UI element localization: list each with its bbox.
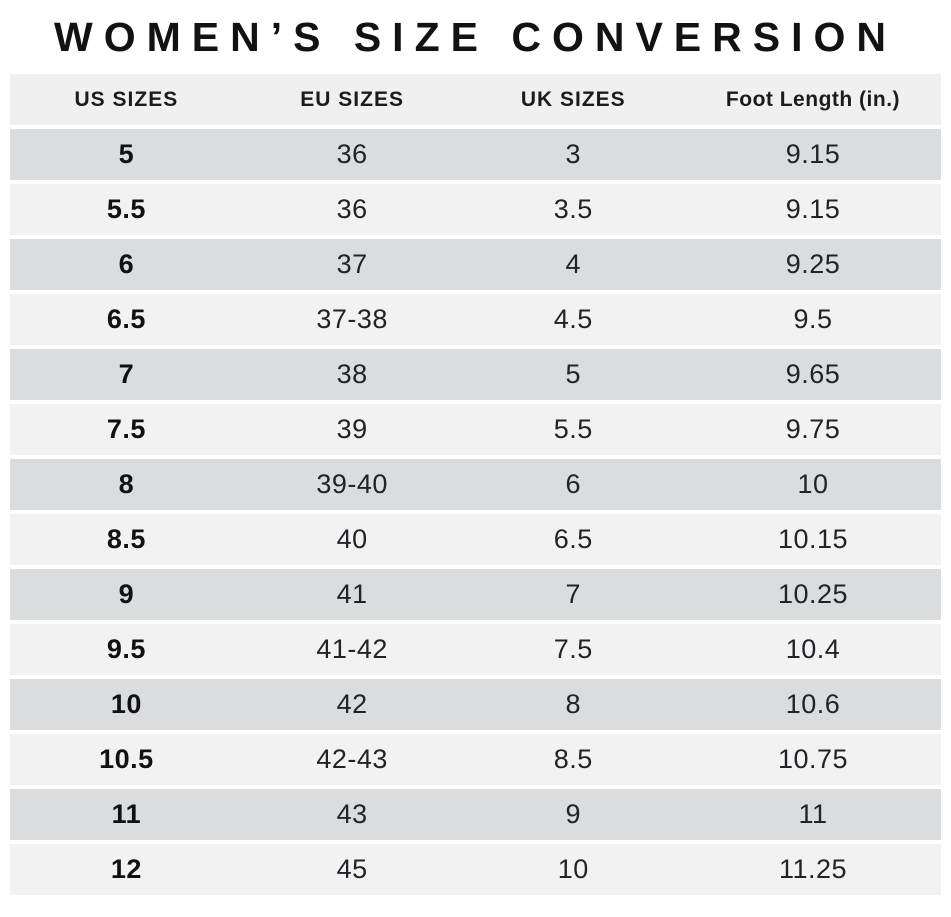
table-row: 12 45 10 11.25 <box>10 844 941 895</box>
cell-us-size: 5 <box>10 129 243 184</box>
table-row: 10.5 42-43 8.5 10.75 <box>10 734 941 789</box>
cell-uk-size: 5.5 <box>461 404 685 459</box>
table-row: 7.5 39 5.5 9.75 <box>10 404 941 459</box>
cell-foot-length: 9.15 <box>684 184 941 239</box>
cell-foot-length: 11.25 <box>684 844 941 895</box>
cell-uk-size: 5 <box>461 349 685 404</box>
table-row: 8 39-40 6 10 <box>10 459 941 514</box>
cell-us-size: 12 <box>10 844 243 895</box>
cell-us-size: 10 <box>10 679 243 734</box>
table-row: 11 43 9 11 <box>10 789 941 844</box>
cell-us-size: 6 <box>10 239 243 294</box>
column-header-eu-sizes: EU SIZES <box>242 74 462 129</box>
size-table-body: 5 36 3 9.15 5.5 36 3.5 9.15 6 37 4 9.25 … <box>10 129 941 895</box>
cell-uk-size: 7 <box>461 569 685 624</box>
cell-uk-size: 10 <box>461 844 685 895</box>
column-header-us-sizes: US SIZES <box>10 74 243 129</box>
cell-foot-length: 9.25 <box>684 239 941 294</box>
cell-eu-size: 38 <box>242 349 462 404</box>
table-row: 6 37 4 9.25 <box>10 239 941 294</box>
cell-uk-size: 3 <box>461 129 685 184</box>
cell-foot-length: 9.5 <box>684 294 941 349</box>
cell-us-size: 9 <box>10 569 243 624</box>
cell-eu-size: 43 <box>242 789 462 844</box>
cell-eu-size: 39 <box>242 404 462 459</box>
cell-foot-length: 10.25 <box>684 569 941 624</box>
cell-uk-size: 4.5 <box>461 294 685 349</box>
cell-eu-size: 42-43 <box>242 734 462 789</box>
table-row: 9.5 41-42 7.5 10.4 <box>10 624 941 679</box>
cell-us-size: 8 <box>10 459 243 514</box>
cell-uk-size: 7.5 <box>461 624 685 679</box>
cell-foot-length: 9.15 <box>684 129 941 184</box>
cell-us-size: 8.5 <box>10 514 243 569</box>
cell-foot-length: 10.75 <box>684 734 941 789</box>
cell-uk-size: 8 <box>461 679 685 734</box>
cell-foot-length: 10 <box>684 459 941 514</box>
cell-us-size: 11 <box>10 789 243 844</box>
cell-uk-size: 9 <box>461 789 685 844</box>
cell-foot-length: 10.6 <box>684 679 941 734</box>
cell-eu-size: 42 <box>242 679 462 734</box>
cell-us-size: 7 <box>10 349 243 404</box>
cell-foot-length: 9.75 <box>684 404 941 459</box>
cell-us-size: 7.5 <box>10 404 243 459</box>
column-header-foot-length: Foot Length (in.) <box>684 74 941 129</box>
table-row: 5.5 36 3.5 9.15 <box>10 184 941 239</box>
table-row: 5 36 3 9.15 <box>10 129 941 184</box>
cell-foot-length: 10.15 <box>684 514 941 569</box>
cell-uk-size: 4 <box>461 239 685 294</box>
cell-eu-size: 45 <box>242 844 462 895</box>
cell-uk-size: 6 <box>461 459 685 514</box>
cell-eu-size: 37-38 <box>242 294 462 349</box>
cell-us-size: 5.5 <box>10 184 243 239</box>
header-row: US SIZES EU SIZES UK SIZES Foot Length (… <box>10 74 941 129</box>
cell-uk-size: 3.5 <box>461 184 685 239</box>
cell-eu-size: 41 <box>242 569 462 624</box>
size-conversion-table: US SIZES EU SIZES UK SIZES Foot Length (… <box>10 74 941 895</box>
cell-uk-size: 8.5 <box>461 734 685 789</box>
cell-uk-size: 6.5 <box>461 514 685 569</box>
cell-eu-size: 36 <box>242 129 462 184</box>
cell-foot-length: 9.65 <box>684 349 941 404</box>
cell-foot-length: 10.4 <box>684 624 941 679</box>
table-row: 10 42 8 10.6 <box>10 679 941 734</box>
size-table-container: US SIZES EU SIZES UK SIZES Foot Length (… <box>10 74 941 895</box>
cell-eu-size: 36 <box>242 184 462 239</box>
cell-foot-length: 11 <box>684 789 941 844</box>
cell-eu-size: 41-42 <box>242 624 462 679</box>
table-header: US SIZES EU SIZES UK SIZES Foot Length (… <box>10 74 941 129</box>
cell-us-size: 9.5 <box>10 624 243 679</box>
cell-eu-size: 39-40 <box>242 459 462 514</box>
table-row: 8.5 40 6.5 10.15 <box>10 514 941 569</box>
table-row: 7 38 5 9.65 <box>10 349 941 404</box>
table-row: 6.5 37-38 4.5 9.5 <box>10 294 941 349</box>
cell-us-size: 10.5 <box>10 734 243 789</box>
cell-eu-size: 37 <box>242 239 462 294</box>
cell-us-size: 6.5 <box>10 294 243 349</box>
column-header-uk-sizes: UK SIZES <box>461 74 685 129</box>
page-title: WOMEN’S SIZE CONVERSION <box>54 14 897 60</box>
cell-eu-size: 40 <box>242 514 462 569</box>
table-row: 9 41 7 10.25 <box>10 569 941 624</box>
